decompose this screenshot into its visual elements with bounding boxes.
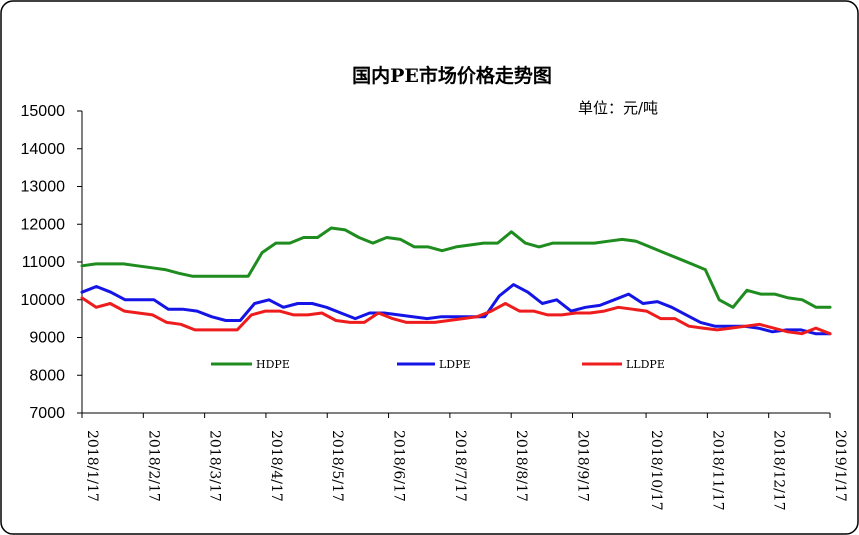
x-tick-label: 2018/1/17 [84,430,100,502]
x-axis: 2018/1/17 2018/2/17 2018/3/17 2018/4/17 2018… [81,412,848,511]
x-tick-label: 2018/4/17 [268,430,284,502]
x-tick-label: 2019/1/17 [832,430,848,502]
y-tick-label: 12000 [21,216,66,233]
x-tick-label: 2018/11/17 [709,430,725,511]
y-tick-label: 15000 [21,103,66,120]
x-tick-label: 2018/6/17 [391,430,407,502]
series-line-hdpe [80,226,832,309]
y-tick-label: 14000 [21,141,66,158]
series-line-ldpe [80,283,832,336]
x-tick-label: 2018/7/17 [452,430,468,502]
series-layer [80,226,832,336]
legend-label-ldpe: LDPE [439,358,471,371]
chart-title: 国内PE市场价格走势图 [352,64,552,87]
y-tick-label: 8000 [29,367,65,384]
x-tick-label: 2018/10/17 [648,430,664,511]
legend: HDPE LDPE LLDPE [211,358,665,371]
x-tick-label: 2018/12/17 [771,430,787,511]
x-tick-label: 2018/3/17 [207,430,223,502]
x-tick-label: 2018/5/17 [329,430,345,502]
x-tick-label: 2018/2/17 [145,430,161,502]
x-tick-label: 2018/8/17 [513,430,529,502]
legend-label-lldpe: LLDPE [626,358,665,371]
y-axis: 7000 8000 9000 10000 11000 12000 13000 14000 150… [21,103,83,422]
y-tick-label: 11000 [22,254,65,271]
series-line-lldpe [80,296,832,336]
unit-label: 单位：元/吨 [578,99,658,117]
legend-label-hdpe: HDPE [256,358,290,371]
y-tick-label: 10000 [21,292,66,309]
x-tick-label: 2018/9/17 [574,430,590,502]
y-tick-label: 7000 [29,405,65,422]
y-tick-label: 13000 [21,179,66,196]
y-tick-label: 9000 [29,330,65,347]
